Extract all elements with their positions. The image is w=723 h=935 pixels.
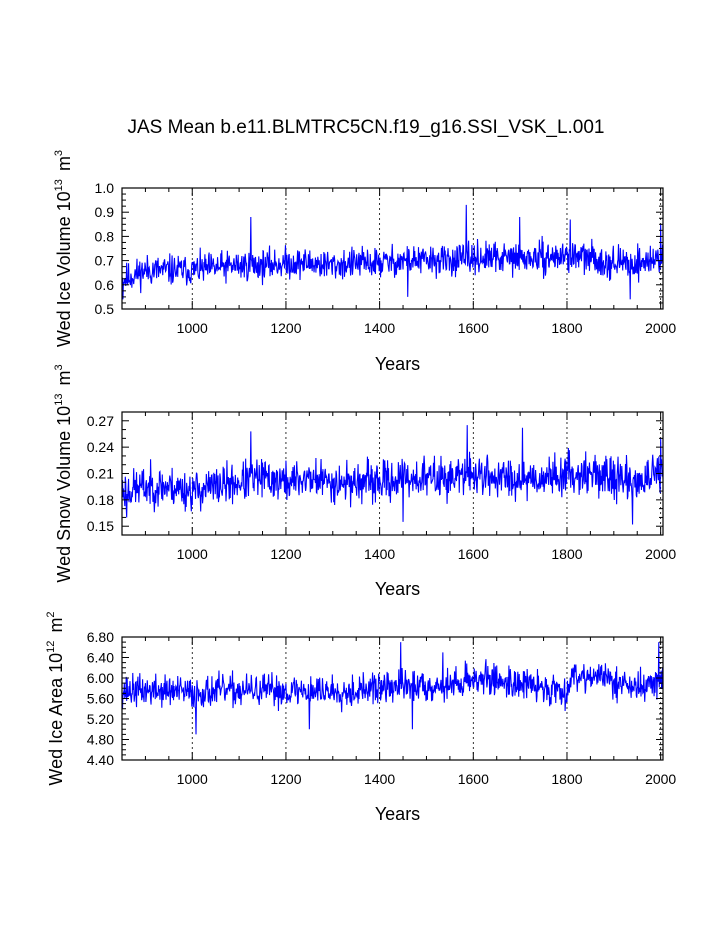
series-line	[121, 425, 664, 525]
y-axis-label-unit-exponent: 2	[45, 611, 57, 617]
series-line	[121, 642, 664, 735]
y-axis-label-text: Wed Ice Volume 10	[54, 191, 74, 347]
series-line	[121, 204, 664, 300]
y-axis-label-unit-exponent: 3	[53, 364, 65, 370]
x-axis-label: Years	[375, 579, 420, 599]
x-tick-label: 1600	[458, 546, 489, 562]
y-axis-label-unit: m	[46, 618, 66, 638]
y-tick-label: 6.00	[87, 670, 114, 686]
x-tick-label: 2000	[645, 771, 676, 787]
y-axis-label-exponent: 12	[45, 641, 57, 653]
y-tick-label: 0.8	[95, 228, 115, 244]
y-axis-label-exponent: 13	[53, 394, 65, 406]
y-tick-label: 0.5	[95, 301, 115, 317]
x-tick-label: 1200	[270, 771, 301, 787]
panels-group: 1000 1200 1400 1600 1800 2000 0.5 0.6 0.7 0.8 0.9 1…	[45, 150, 676, 824]
figure-title: JAS Mean b.e11.BLMTRC5CN.f19_g16.SSI_VSK…	[127, 117, 604, 138]
y-tick-label: 4.80	[87, 732, 114, 748]
y-axis-label: Wed Snow Volume 1013 m3	[53, 364, 74, 582]
x-tick-label: 1400	[364, 320, 395, 336]
x-tick-label: 1000	[177, 546, 208, 562]
y-tick-label: 0.24	[87, 439, 114, 455]
x-axis-label: Years	[375, 804, 420, 824]
y-axis-label-text: Wed Snow Volume 10	[54, 406, 74, 583]
y-axis-label-unit: m	[54, 156, 74, 176]
chart-panel-1: 1000 1200 1400 1600 1800 2000 0.5 0.6 0.7 0.8 0.9 1…	[53, 150, 676, 374]
y-axis-label-unit-exponent: 3	[53, 150, 65, 156]
y-tick-label: 5.20	[87, 711, 114, 727]
y-axis-label-unit: m	[54, 371, 74, 391]
y-tick-label: 0.21	[87, 466, 114, 482]
y-tick-label: 5.60	[87, 691, 114, 707]
y-axis-label-text: Wed Ice Area 10	[46, 653, 66, 786]
y-tick-label: 0.15	[87, 518, 114, 534]
x-tick-label: 1400	[364, 546, 395, 562]
x-tick-label: 2000	[645, 546, 676, 562]
x-tick-label: 1200	[270, 320, 301, 336]
y-tick-label: 0.9	[95, 204, 115, 220]
y-tick-label: 0.6	[95, 277, 115, 293]
x-tick-label: 1000	[177, 320, 208, 336]
x-tick-label: 1000	[177, 771, 208, 787]
chart-panel-2: 1000 1200 1400 1600 1800 2000 0.15 0.18 0.21 0.24…	[53, 364, 676, 599]
y-axis-label: Wed Ice Area 1012 m2	[45, 611, 66, 785]
chart-panel-3: 1000 1200 1400 1600 1800 2000 4.40 4.80 5.20 5.60…	[45, 611, 676, 824]
y-axis-label-exponent: 13	[53, 179, 65, 191]
y-tick-label: 1.0	[95, 180, 115, 196]
x-tick-label: 1600	[458, 771, 489, 787]
y-tick-label: 0.27	[87, 413, 114, 429]
x-tick-label: 1800	[551, 771, 582, 787]
y-tick-label: 0.7	[95, 253, 115, 269]
x-tick-label: 1400	[364, 771, 395, 787]
x-tick-label: 2000	[645, 320, 676, 336]
x-tick-label: 1800	[551, 546, 582, 562]
x-tick-label: 1200	[270, 546, 301, 562]
x-tick-label: 1600	[458, 320, 489, 336]
y-tick-label: 4.40	[87, 752, 114, 768]
x-axis-label: Years	[375, 354, 420, 374]
y-tick-label: 0.18	[87, 492, 114, 508]
y-tick-label: 6.80	[87, 629, 114, 645]
y-tick-label: 6.40	[87, 650, 114, 666]
x-tick-label: 1800	[551, 320, 582, 336]
y-axis-label: Wed Ice Volume 1013 m3	[53, 150, 74, 347]
